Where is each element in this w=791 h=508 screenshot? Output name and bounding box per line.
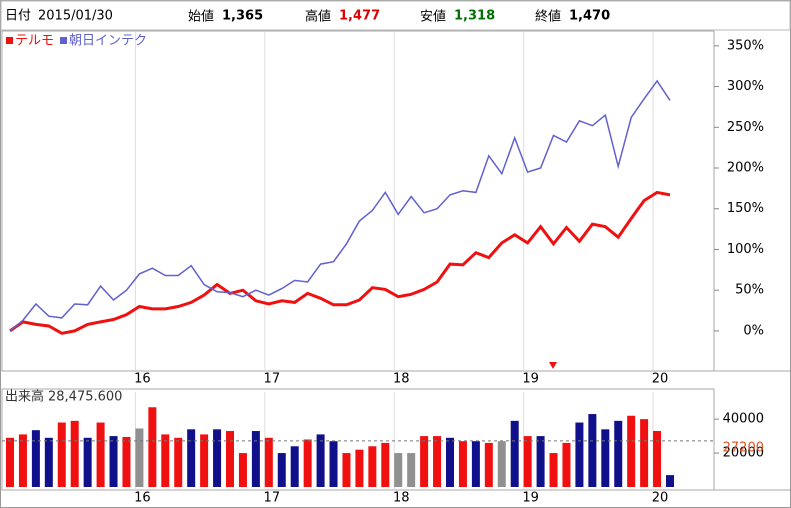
date-label: 日付 [5,9,31,24]
volume-bar [226,431,234,487]
x-tick-label: 17 [264,372,281,387]
volume-bar [420,436,429,487]
volume-bar [458,441,467,487]
price-value: 1,477 [339,9,380,24]
volume-bar [31,430,40,487]
y-tick-label: 0% [743,323,764,338]
x-tick-label: 20 [652,372,669,387]
header-bar [0,0,791,31]
price-value: 1,365 [222,9,263,24]
volume-bar [70,420,79,487]
marker [549,362,557,369]
legend-swatch [6,37,13,44]
price-label: 高値 [305,9,331,25]
volume-bar [174,437,183,487]
volume-bar [135,428,144,487]
volume-bar [614,420,623,487]
x-tick-label: 19 [522,491,539,506]
volume-bar [83,437,92,487]
y-tick-label: 350% [727,38,764,53]
price-value: 1,470 [569,9,610,24]
volume-bar [433,436,442,487]
volume-bar [601,429,610,487]
volume-bar [277,453,286,487]
volume-bar [575,422,584,487]
volume-bar [394,453,403,487]
legend-swatch [60,37,68,44]
volume-bar [57,422,66,487]
volume-bar [109,436,118,487]
y-tick-label: 40000 [723,412,764,427]
y-tick-label: 300% [727,79,764,94]
price-label: 終値 [535,9,561,25]
volume-bar [148,407,157,487]
volume-bar [666,475,674,487]
volume-bar [6,437,14,487]
volume-bar [653,431,662,487]
volume-bar [264,437,273,487]
x-tick-label: 16 [134,491,151,506]
volume-bar [562,442,571,487]
volume-bar [640,419,649,487]
volume-bar [588,414,597,487]
volume-bar [342,453,351,487]
volume-bar [200,434,209,487]
legend-label: 朝日インテク [69,34,147,49]
y-tick-label: 150% [727,201,764,216]
volume-bar [627,415,636,487]
volume-bar [290,446,299,487]
y-tick-label: 50% [735,283,764,298]
x-tick-label: 19 [522,372,539,387]
line-series [9,79,671,332]
volume-bar [407,453,416,487]
volume-bar [446,437,454,487]
volume-bar [329,441,338,487]
price-label: 始値 [188,9,214,25]
volume-bar [18,434,27,487]
volume-bar [549,453,558,487]
volume-bar [510,420,519,487]
legend-label: テルモ [15,34,54,49]
y-tick-label: 100% [727,242,764,257]
x-tick-label: 17 [264,491,281,506]
volume-latest: 28,475.600 [48,390,122,405]
date: 2015/01/30 [38,9,113,24]
volume-bar [381,442,390,487]
volume-bar [368,446,377,487]
volume-bar [316,434,325,487]
y-tick-label: 200% [727,161,764,176]
volume-bar [523,436,532,487]
line-series [9,190,671,335]
volume-bar [238,453,247,487]
volume-bar [497,441,506,487]
reference-label: 27200 [723,440,764,455]
x-tick-label: 16 [134,372,151,387]
volume-bar [536,436,545,487]
volume-bar [122,436,131,487]
volume-bar [471,441,480,487]
x-tick-label: 20 [652,491,669,506]
price-value: 1,318 [454,9,495,24]
volume-title: 出来高 [5,389,44,405]
volume-bar [355,449,364,487]
x-tick-label: 18 [393,372,410,387]
y-tick-label: 20000 [723,446,764,461]
volume-bar [213,429,222,487]
volume-bar [96,422,105,487]
volume-bar [303,439,312,487]
y-tick-label: 250% [727,120,764,135]
volume-bar [161,434,170,487]
price-label: 安値 [420,9,446,25]
volume-bar [251,431,260,487]
volume-bar [187,429,196,487]
volume-bar [484,442,493,487]
x-tick-label: 18 [393,491,410,506]
volume-bar [44,437,53,487]
